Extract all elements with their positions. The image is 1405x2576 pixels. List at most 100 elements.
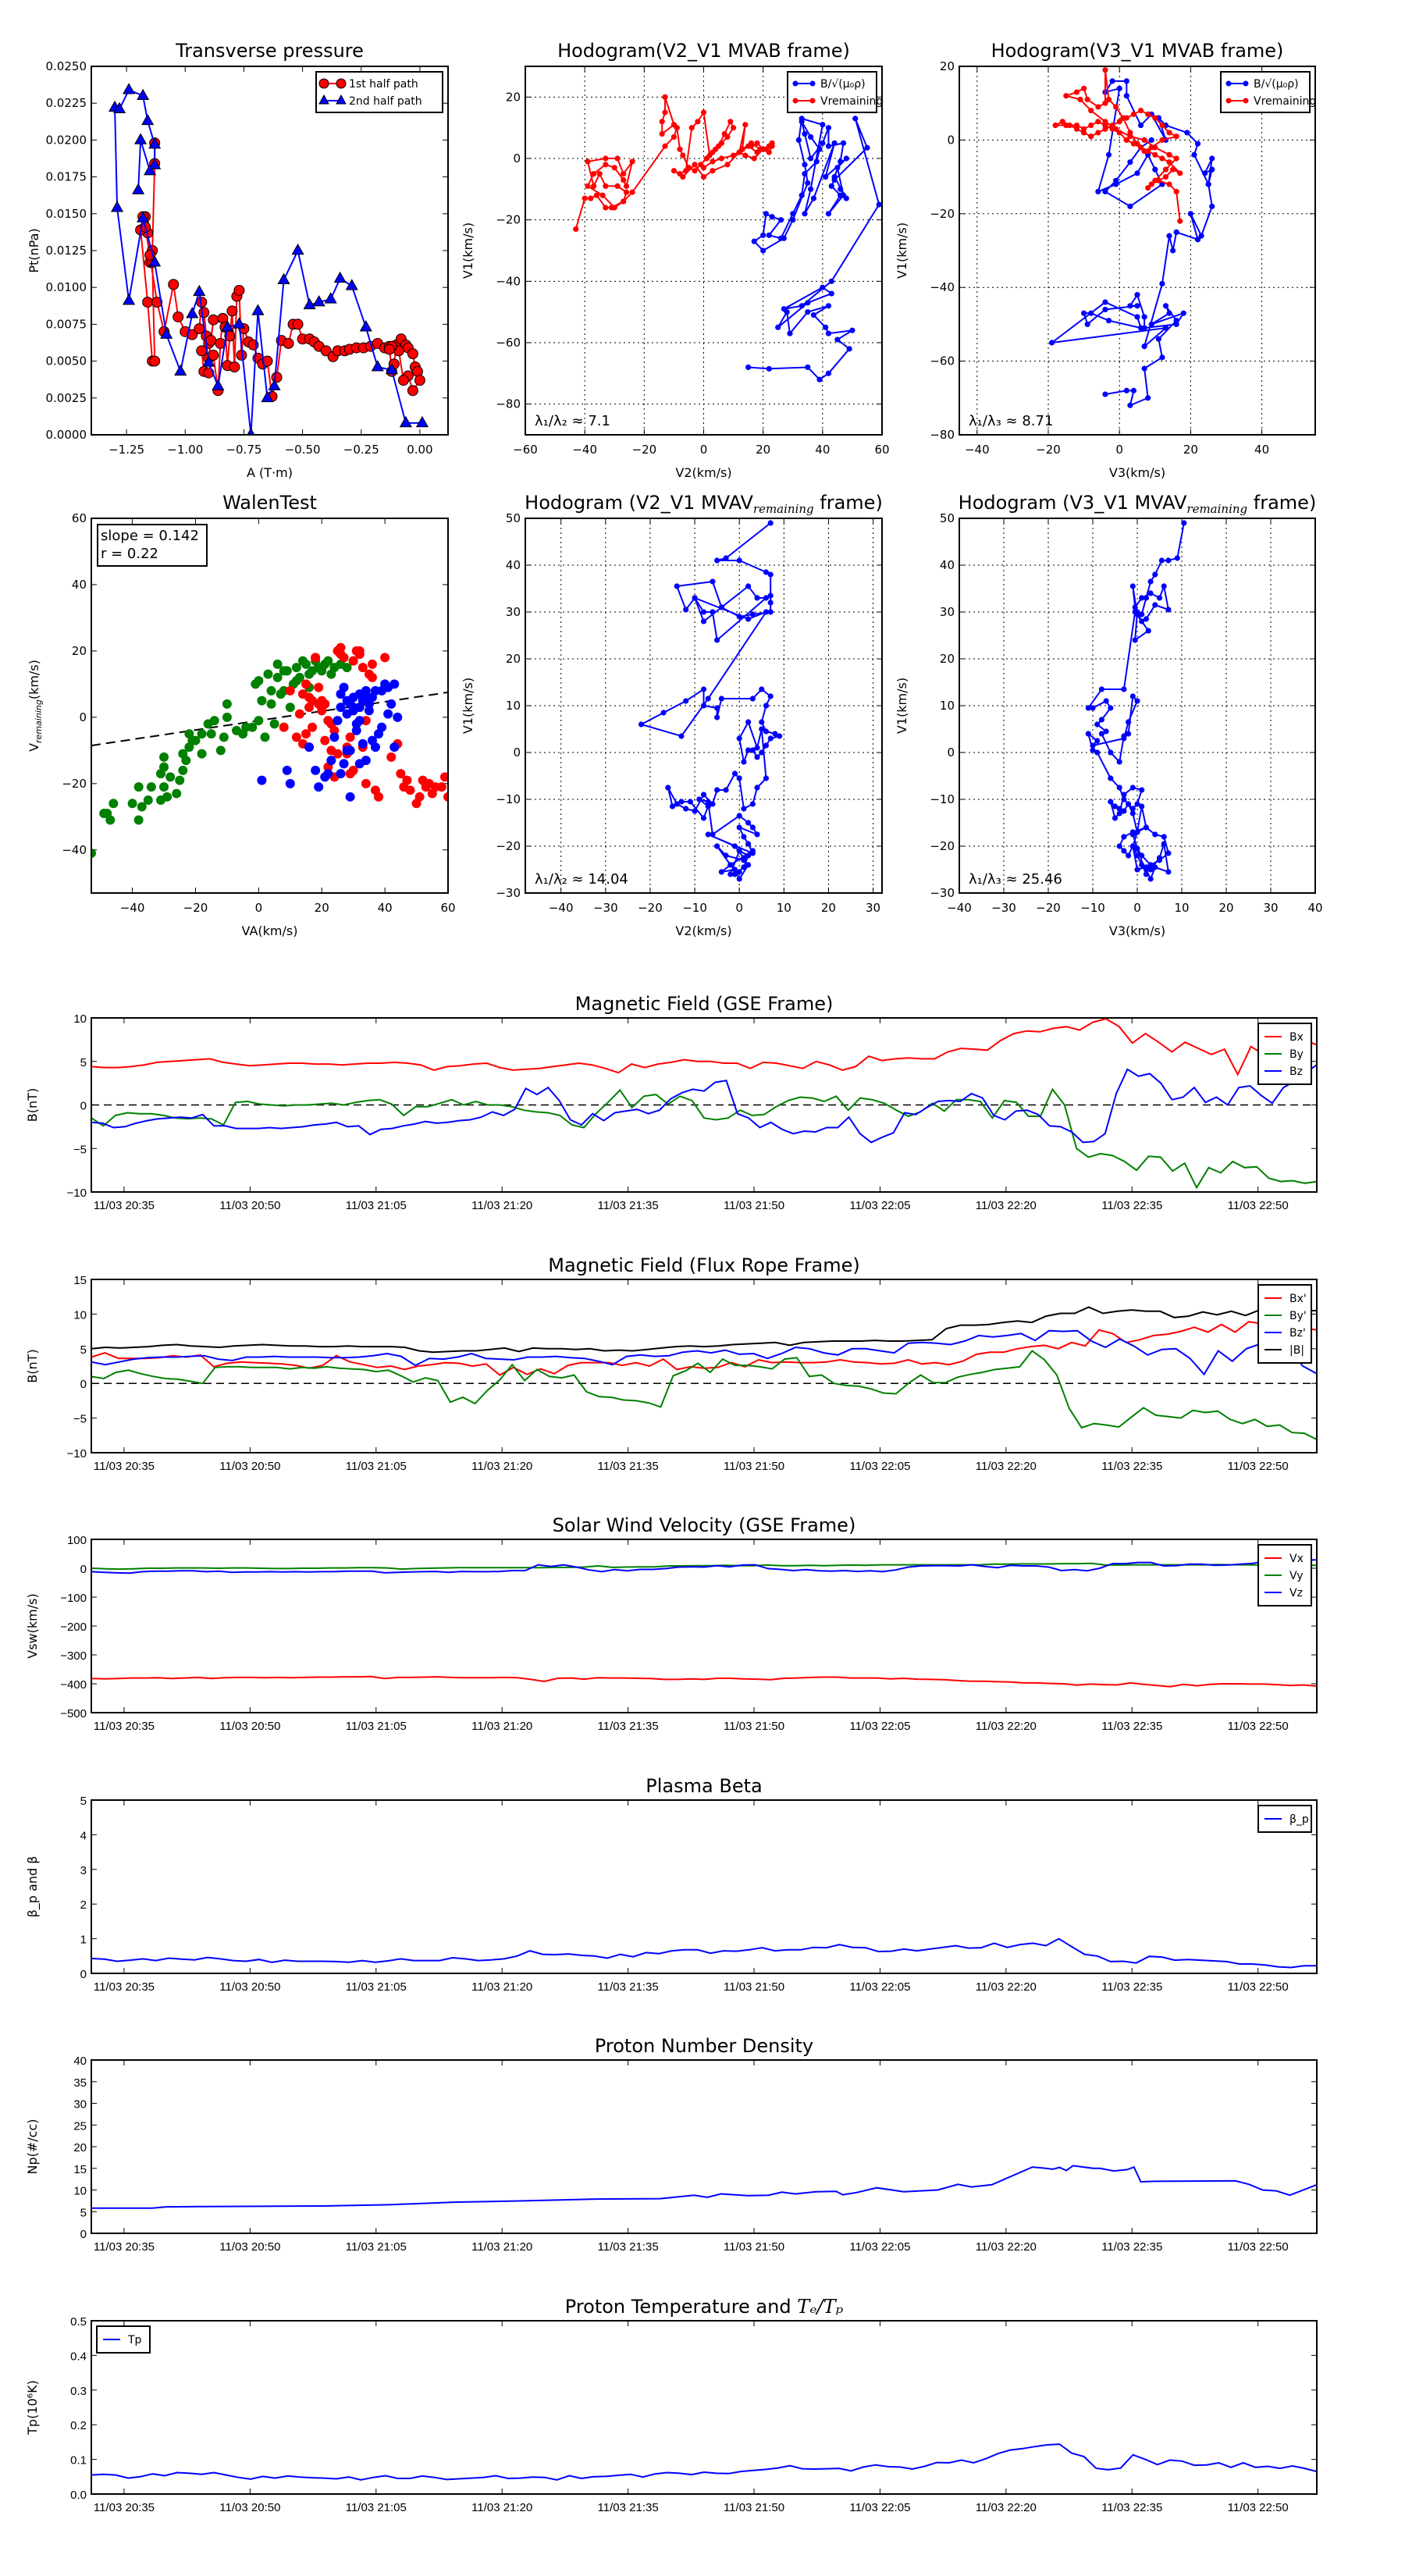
x-tick-label: 11/03 20:50 [219, 1980, 280, 1994]
data-point [1095, 119, 1101, 125]
x-tick-label: 11/03 21:05 [346, 1199, 407, 1212]
data-point [1159, 354, 1165, 361]
data-layer [1048, 67, 1215, 408]
legend-box [1220, 71, 1311, 113]
y-tick-label: 0 [79, 710, 87, 724]
data-point [828, 183, 834, 189]
data-point [763, 728, 770, 735]
x-tick-label: −40 [965, 443, 990, 457]
data-point [831, 140, 838, 146]
x-tick-label: 11/03 22:20 [976, 1980, 1037, 1994]
x-tick-label: −40 [947, 901, 972, 915]
data-point [1156, 857, 1163, 863]
data-point [621, 198, 627, 205]
data-point [1152, 602, 1158, 608]
data-point [763, 211, 770, 217]
data-point [700, 165, 707, 171]
data-point [590, 171, 597, 177]
x-tick-label: 20 [315, 901, 329, 915]
data-point [1191, 151, 1197, 158]
data-point [1088, 122, 1094, 129]
data-point [820, 284, 826, 290]
x-tick-label: −20 [1036, 901, 1061, 915]
y-tick-label: 20 [73, 2141, 87, 2154]
data-point [1159, 280, 1165, 287]
data-point [767, 735, 774, 742]
data-point [1095, 130, 1101, 136]
data-point [1073, 89, 1080, 95]
x-tick-label: 11/03 21:50 [724, 1199, 784, 1212]
data-point [745, 719, 752, 725]
data-point [705, 696, 711, 702]
legend-marker [318, 78, 329, 89]
legend-label: Bz [1289, 1066, 1303, 1078]
data-point [749, 824, 756, 831]
data-point [754, 831, 760, 838]
x-axis-label: V3(km/s) [1109, 923, 1165, 938]
data-point [1116, 130, 1122, 136]
data-point [301, 729, 311, 739]
data-point [1116, 810, 1122, 817]
data-point [399, 415, 412, 428]
y-tick-label: 0.3 [70, 2385, 87, 2398]
y-tick-label: 10 [73, 1308, 87, 1322]
data-point [710, 801, 716, 807]
data-point [1147, 578, 1154, 585]
data-point [1134, 866, 1140, 873]
x-tick-label: 11/03 21:50 [724, 2501, 784, 2514]
data-point [700, 174, 707, 180]
data-point [1102, 306, 1108, 313]
data-layer [91, 1937, 1317, 1969]
data-point [1090, 742, 1096, 749]
data-point [178, 765, 188, 775]
data-point [1143, 595, 1149, 601]
y-tick-label: 3 [80, 1864, 87, 1877]
data-point [257, 696, 267, 706]
chart-walen: −40 −20 0 20 40 60 −40 −20 0 20 40 60 WalenTest VA(km… [27, 492, 456, 938]
data-point [825, 211, 832, 217]
data-layer [1085, 520, 1187, 882]
x-tick-label: −40 [549, 901, 574, 915]
y-axis-label: Vsw(km/s) [25, 1593, 40, 1658]
data-point [1202, 170, 1208, 176]
data-point [585, 158, 591, 165]
data-layer [638, 520, 783, 882]
data-point [254, 716, 264, 726]
y-axis-label: Tp(10⁶K) [25, 2380, 40, 2435]
y-tick-label: 10 [73, 2185, 87, 2198]
data-point [718, 604, 724, 610]
data-point [168, 279, 180, 290]
data-point [1198, 233, 1204, 239]
y-tick-label: 25 [73, 2119, 87, 2133]
data-point [285, 703, 295, 713]
data-point [777, 217, 784, 223]
legend-label: B/√(μ₀ρ) [1254, 78, 1299, 91]
data-point [396, 769, 406, 779]
data-point [354, 759, 365, 769]
data-point [745, 862, 752, 868]
data-point [700, 703, 707, 709]
data-point [1145, 395, 1151, 401]
data-point [1108, 799, 1114, 805]
data-point [706, 152, 713, 158]
data-point [1088, 310, 1094, 316]
y-tick-label: 0.0 [70, 2489, 87, 2502]
data-point [1126, 852, 1132, 859]
data-point [1194, 141, 1201, 147]
data-point [614, 183, 621, 189]
data-point [326, 756, 336, 766]
x-tick-label: 11/03 20:50 [219, 1199, 280, 1212]
data-point [670, 168, 678, 174]
y-tick-label: −400 [60, 1678, 87, 1692]
x-tick-label: 11/03 22:20 [976, 1460, 1037, 1473]
x-tick-label: 11/03 21:35 [598, 1980, 659, 1994]
data-point [301, 679, 311, 689]
x-tick-label: −10 [682, 901, 707, 915]
data-point [215, 745, 226, 756]
data-point [696, 796, 702, 802]
data-point [367, 659, 377, 669]
x-tick-label: 11/03 22:35 [1101, 2501, 1162, 2514]
data-point [374, 792, 384, 802]
data-point [603, 162, 609, 168]
y-tick-label: −30 [930, 886, 955, 900]
